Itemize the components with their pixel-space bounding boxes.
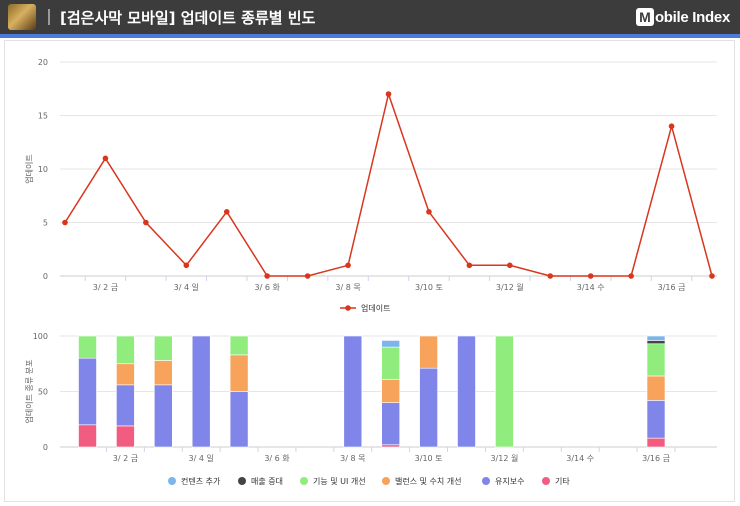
line-point (223, 209, 230, 215)
bar-segment (646, 375, 666, 401)
bar-segment (381, 444, 401, 448)
legend-bar-swatch (482, 477, 490, 485)
brand-logo[interactable]: M obile Index (635, 6, 730, 28)
legend-bar-label: 밸런스 및 수치 개선 (395, 476, 462, 486)
bar-x-tick-label: 3/ 6 화 (264, 454, 290, 463)
bar-segment (495, 335, 514, 448)
legend-bar-label: 유지보수 (495, 477, 524, 486)
bar-segment (229, 391, 249, 448)
line-point (547, 273, 554, 279)
bar-y-axis-label: 업데이트 종류 분포 (24, 360, 34, 424)
bar-x-tick-label: 3/10 토 (415, 454, 443, 463)
bar-segment (78, 335, 97, 359)
line-series-update (64, 91, 713, 277)
bar-segment (646, 340, 666, 345)
page-title: [검은사막 모바일] 업데이트 종류별 빈도 (60, 9, 316, 27)
brand-m-icon: M (635, 8, 654, 26)
line-x-tick-label: 3/10 토 (415, 283, 443, 292)
brand-text: obile Index (654, 8, 730, 26)
line-point (466, 262, 473, 269)
legend-bar-swatch (168, 477, 176, 485)
bar-x-tick-label: 3/14 수 (566, 454, 594, 463)
bar-y-tick-label: 100 (33, 332, 48, 341)
line-x-tick-label: 3/14 수 (577, 283, 605, 292)
line-x-tick-label: 3/16 금 (658, 283, 686, 292)
line-point (709, 273, 715, 279)
line-y-tick-label: 15 (38, 112, 48, 121)
bar-segment (78, 424, 97, 448)
header-accent-bar (0, 34, 740, 38)
line-x-tick-label: 3/ 8 목 (335, 283, 360, 292)
line-x-tick-label: 3/ 4 일 (174, 283, 199, 292)
legend-line-label: 업데이트 (361, 303, 390, 313)
bar-segment (381, 402, 401, 446)
bar-segment (154, 335, 173, 361)
bar-segment (154, 360, 173, 386)
bar-segment (419, 367, 438, 448)
bar-segment (381, 378, 401, 403)
bar-x-tick-label: 3/16 금 (642, 454, 670, 463)
bar-segment (191, 335, 211, 448)
legend-bar-label: 기능 및 UI 개선 (313, 476, 366, 486)
line-x-tick-label: 3/ 2 금 (93, 283, 118, 292)
line-point (304, 273, 311, 279)
bar-y-tick-label: 0 (43, 443, 48, 452)
line-point (102, 155, 109, 162)
bar-segment (78, 357, 97, 426)
legend-bar-label: 기타 (555, 477, 570, 486)
line-y-tick-label: 5 (43, 219, 48, 228)
bar-segment (116, 384, 135, 427)
line-y-tick-label: 0 (43, 272, 48, 281)
legend-bar-label: 매출 증대 (251, 476, 283, 486)
line-x-tick-label: 3/ 6 화 (255, 283, 281, 292)
bar-segment (116, 335, 135, 365)
line-point (62, 219, 68, 226)
line-point (385, 91, 392, 97)
bar-segment (229, 335, 249, 356)
chart-frame (4, 40, 735, 502)
bar-segment (116, 363, 135, 386)
bar-x-tick-label: 3/ 4 일 (189, 454, 214, 463)
bar-segment (343, 335, 363, 448)
header-bar: [검은사막 모바일] 업데이트 종류별 빈도 M obile Index (0, 0, 740, 34)
line-point (668, 123, 675, 129)
bar-segment (381, 346, 401, 380)
line-point (426, 209, 432, 215)
legend-bar-swatch (542, 477, 550, 485)
bar-segment (229, 354, 249, 392)
bar-x-tick-label: 3/ 8 목 (340, 454, 365, 463)
bar-segment (154, 384, 173, 448)
bar-y-tick-label: 50 (38, 388, 48, 397)
bar-segment (457, 335, 476, 448)
bar-segment (116, 425, 135, 448)
bar-segment (419, 335, 438, 369)
bar-x-tick-label: 3/12 월 (490, 453, 518, 463)
bar-segment (646, 437, 666, 448)
line-x-tick-label: 3/12 월 (496, 282, 524, 292)
bar-segment (646, 343, 666, 377)
legend-bar-label: 컨텐츠 추가 (181, 476, 221, 486)
line-y-tick-label: 10 (38, 165, 48, 174)
line-point (507, 262, 513, 269)
bar-segment (646, 400, 666, 439)
legend-bar-swatch (300, 477, 308, 485)
legend-line-marker (345, 305, 351, 311)
line-point (183, 262, 190, 269)
line-point (143, 219, 149, 226)
legend-bar-swatch (382, 477, 390, 485)
line-point (264, 273, 270, 279)
line-point (345, 262, 351, 269)
game-icon (8, 4, 36, 30)
header-divider (48, 9, 50, 25)
bar-segment (381, 340, 401, 348)
bar-segment (646, 335, 666, 341)
line-point (587, 273, 594, 279)
line-y-tick-label: 20 (38, 58, 48, 67)
legend-bar-swatch (238, 477, 246, 485)
line-point (628, 273, 634, 279)
line-y-axis-label: 업데이트 (24, 154, 34, 183)
bar-x-tick-label: 3/ 2 금 (113, 454, 138, 463)
